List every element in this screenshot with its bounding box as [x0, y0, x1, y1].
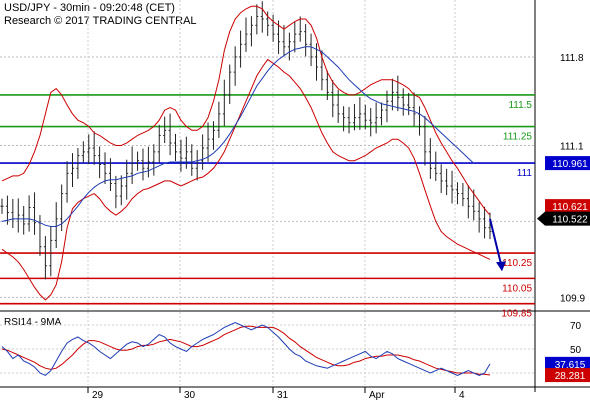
moving-average — [1, 46, 475, 227]
rsi-tick-label: 70 — [570, 321, 582, 332]
price-badge-bg — [545, 211, 590, 226]
price-levels: 111.5 111.25 111 110.25 110.05 109.85 — [0, 94, 535, 320]
price-candles — [0, 1, 492, 280]
projection-arrow-head — [496, 261, 506, 272]
chart-subtitle: Research © 2017 TRADING CENTRAL — [4, 15, 197, 27]
rsi-badge-label: 28.281 — [555, 371, 586, 382]
price-badge-label: 110.961 — [552, 159, 588, 170]
price-axis: 111.8111.1110.5109.9110.961110.621110.52… — [537, 53, 590, 304]
price-badge-bg — [545, 156, 590, 171]
rsi-tick-label: 50 — [570, 345, 582, 356]
price-badge-label: 110.522 — [552, 215, 588, 226]
level-label: 110.05 — [502, 283, 532, 294]
time-tick-label: 29 — [92, 390, 104, 400]
time-tick-label: 31 — [277, 390, 289, 400]
level-label: 110.25 — [502, 258, 532, 269]
rsi-title: RSI14 - 9MA — [4, 317, 62, 328]
price-tick-label: 111.1 — [560, 142, 584, 153]
price-tick-label: 111.8 — [560, 53, 584, 64]
time-tick-label: 4 — [459, 390, 465, 400]
rsi-ma-line — [1, 325, 491, 376]
price-badge-label: 110.621 — [552, 202, 588, 213]
rsi-badge-bg — [545, 368, 590, 383]
rsi-line — [1, 322, 491, 376]
time-tick-label: Apr — [369, 390, 385, 400]
price-lines — [1, 5, 506, 301]
price-tick-label: 109.9 — [560, 293, 585, 304]
level-label: 109.85 — [501, 309, 532, 320]
chart-title: USD/JPY - 30min - 09:20:48 (CET) — [4, 2, 175, 14]
rsi-badge-label: 37.615 — [555, 360, 586, 371]
rsi-badge-bg — [545, 356, 590, 371]
time-tick-label: 30 — [184, 390, 196, 400]
level-label: 111.5 — [508, 100, 532, 111]
level-label: 111 — [517, 168, 533, 179]
price-badge-bg — [545, 199, 590, 214]
time-axis: 29 30 31 Apr 4 — [87, 387, 465, 400]
level-label: 111.25 — [503, 132, 533, 143]
price-badge-pointer — [537, 211, 545, 226]
projection-arrow-line — [489, 218, 503, 269]
bollinger-upper — [1, 5, 491, 216]
